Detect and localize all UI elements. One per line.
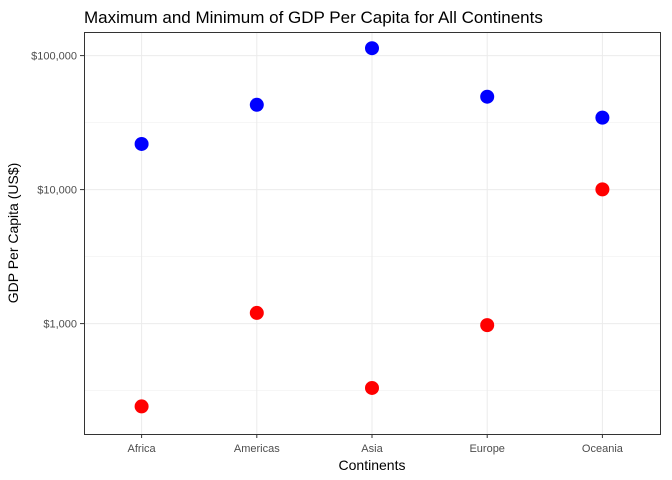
y-axis: $1,000 $10,000 $100,000 [31,51,84,331]
data-point [249,97,264,112]
data-point [249,305,264,320]
grid-lines [84,32,660,434]
y-tick-label: $1,000 [43,319,77,331]
data-point [595,110,610,125]
x-tick-label: Oceania [582,443,624,455]
data-point [480,318,495,333]
x-axis: Africa Americas Asia Europe Oceania [128,434,624,455]
data-point [365,380,379,395]
data-point [365,41,379,56]
chart-title: Maximum and Minimum of GDP Per Capita fo… [84,8,543,27]
y-tick-label: $100,000 [31,51,77,63]
x-tick-label: Asia [361,443,383,455]
data-points [134,41,610,414]
x-tick-label: Americas [234,443,280,455]
x-tick-label: Africa [128,443,157,455]
x-tick-label: Europe [469,443,504,455]
data-point [595,182,610,197]
x-axis-title: Continents [339,457,406,473]
y-tick-label: $10,000 [37,185,77,197]
data-point [134,399,149,414]
data-point [480,89,495,104]
y-axis-title: GDP Per Capita (US$) [5,163,21,304]
data-point [134,136,149,151]
